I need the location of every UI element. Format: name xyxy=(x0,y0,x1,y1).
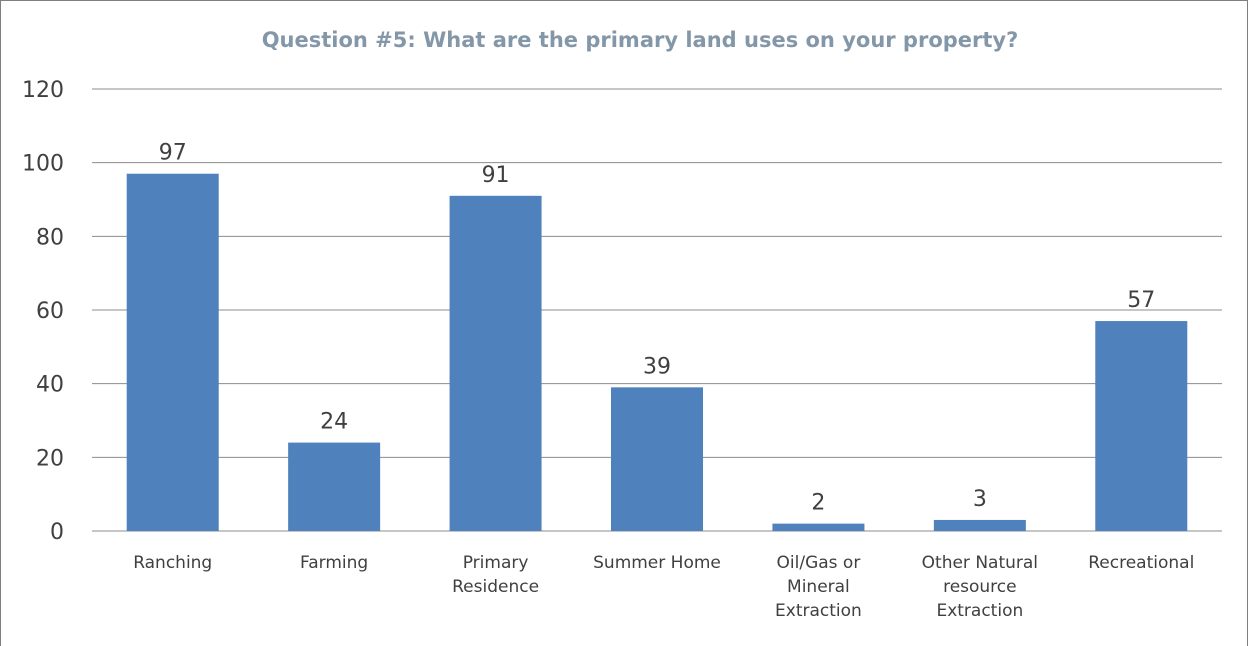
data-label: 91 xyxy=(482,163,510,188)
x-tick-label: Other Natural resource Extraction xyxy=(922,553,1038,621)
bar xyxy=(288,442,381,531)
y-tick-label: 100 xyxy=(22,152,64,177)
y-tick-label: 20 xyxy=(36,446,64,471)
x-tick-label: Ranching xyxy=(133,553,212,573)
x-axis-ticks: Ranching Farming Primary Residence Summer Ho… xyxy=(133,553,1194,621)
x-tick-label: Recreational xyxy=(1088,553,1194,573)
bar xyxy=(1095,321,1188,531)
data-label: 57 xyxy=(1127,288,1155,313)
data-label: 24 xyxy=(320,410,348,435)
data-labels: 97 24 91 39 2 3 57 xyxy=(159,141,1156,516)
data-label: 39 xyxy=(643,354,671,379)
y-tick-label: 40 xyxy=(36,373,64,398)
bar xyxy=(126,173,219,531)
x-tick-label: Oil/Gas or Mineral Extraction xyxy=(775,553,862,621)
y-tick-label: 0 xyxy=(50,520,64,545)
x-tick-label: Primary Residence xyxy=(452,553,539,597)
y-axis-ticks: 0 20 40 60 80 100 120 xyxy=(22,78,64,545)
bar xyxy=(933,519,1026,531)
data-label: 2 xyxy=(811,491,825,516)
y-tick-label: 60 xyxy=(36,299,64,324)
bar xyxy=(449,195,542,532)
y-tick-label: 120 xyxy=(22,78,64,103)
bar xyxy=(611,387,703,531)
x-tick-label: Farming xyxy=(300,553,368,573)
y-tick-label: 80 xyxy=(36,225,64,250)
data-label: 3 xyxy=(973,487,987,512)
data-label: 97 xyxy=(159,141,187,166)
bar xyxy=(772,523,865,531)
chart-title: Question #5: What are the primary land u… xyxy=(262,28,1019,52)
x-tick-label: Summer Home xyxy=(593,553,721,573)
bars xyxy=(126,173,1188,532)
